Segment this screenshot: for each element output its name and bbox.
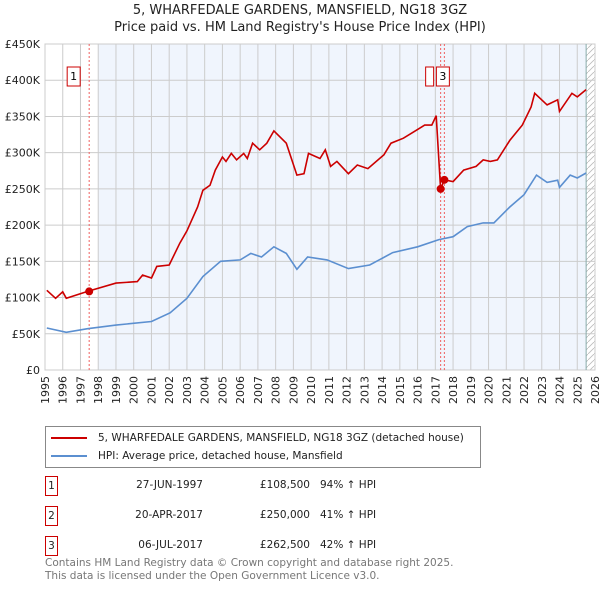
sale-price: £108,500 [259, 479, 310, 491]
sale-point [440, 175, 449, 184]
y-tick-label: £50K [12, 328, 41, 341]
x-tick-label: 2014 [376, 376, 389, 404]
sale-price: £250,000 [259, 509, 310, 521]
x-tick-label: 1998 [92, 376, 105, 404]
sale-label-box [435, 66, 450, 87]
sale-number: 1 [45, 476, 58, 496]
sale-label: 3 [439, 70, 446, 83]
x-tick-label: 1996 [57, 376, 70, 404]
x-tick-label: 2005 [216, 376, 229, 404]
sale-date: 06-JUL-2017 [138, 539, 203, 551]
sale-number: 2 [45, 506, 58, 526]
sale-point [85, 287, 94, 296]
x-tick-label: 2012 [341, 376, 354, 404]
legend-line-red [51, 437, 87, 439]
x-tick-label: 2017 [429, 376, 442, 404]
x-tick-label: 2010 [305, 376, 318, 404]
legend-label: 5, WHARFEDALE GARDENS, MANSFIELD, NG18 3… [98, 432, 464, 444]
x-tick-label: 1997 [74, 376, 87, 404]
legend-item-property: 5, WHARFEDALE GARDENS, MANSFIELD, NG18 3… [51, 430, 464, 446]
y-tick-label: £450K [5, 38, 41, 51]
legend-item-hpi: HPI: Average price, detached house, Mans… [51, 448, 343, 464]
sale-label-box [66, 66, 81, 87]
x-tick-label: 2025 [571, 376, 584, 404]
y-tick-label: £0 [26, 364, 40, 377]
y-tick-label: £200K [5, 219, 41, 232]
x-tick-label: 2013 [358, 376, 371, 404]
x-tick-label: 2023 [536, 376, 549, 404]
x-tick-label: 2008 [270, 376, 283, 404]
y-tick-label: £250K [5, 183, 41, 196]
footer-line: This data is licensed under the Open Gov… [45, 570, 380, 582]
sale-hpi-change: 94% ↑ HPI [320, 479, 377, 491]
plot-area: 1995 1996 1997 1998 1999 2000 2001 2002 2003 2004… [5, 38, 600, 404]
x-tick-label: 2018 [447, 376, 460, 404]
x-tick-label: 2002 [163, 376, 176, 404]
forecast-hatch [586, 44, 595, 370]
chart-subtitle: Price paid vs. HM Land Registry's House … [114, 20, 486, 35]
sale-point [436, 184, 445, 193]
x-tick-label: 2001 [145, 376, 158, 404]
x-tick-label: 2024 [554, 376, 567, 404]
shaded-region [98, 44, 587, 370]
y-tick-label: £100K [5, 292, 41, 305]
x-tick-label: 2020 [483, 376, 496, 404]
x-tick-label: 2006 [234, 376, 247, 404]
x-tick-label: 2019 [465, 376, 478, 404]
sale-date: 27-JUN-1997 [136, 479, 203, 491]
sale-row: 3 06-JUL-2017 £262,500 42% ↑ HPI [45, 536, 445, 556]
footer: Contains HM Land Registry data © Crown c… [45, 557, 453, 583]
x-tick-label: 2007 [252, 376, 265, 404]
x-tick-label: 2021 [500, 376, 513, 404]
sale-row: 2 20-APR-2017 £250,000 41% ↑ HPI [45, 506, 445, 526]
legend-label: HPI: Average price, detached house, Mans… [98, 450, 343, 462]
series-line [46, 88, 587, 300]
y-tick-label: £350K [5, 110, 41, 123]
sale-label-box [425, 66, 435, 87]
y-tick-label: £400K [5, 74, 41, 87]
sale-row: 1 27-JUN-1997 £108,500 94% ↑ HPI [45, 476, 445, 496]
x-tick-label: 2011 [323, 376, 336, 404]
sale-number: 3 [45, 536, 58, 556]
x-tick-label: 2022 [518, 376, 531, 404]
sale-price: £262,500 [259, 539, 310, 551]
legend-line-blue [51, 455, 87, 457]
y-tick-label: £300K [5, 147, 41, 160]
sale-hpi-change: 42% ↑ HPI [320, 539, 377, 551]
sale-hpi-change: 41% ↑ HPI [320, 509, 377, 521]
sale-date: 20-APR-2017 [135, 509, 203, 521]
x-tick-label: 2016 [412, 376, 425, 404]
x-tick-label: 2015 [394, 376, 407, 404]
x-tick-label: 2009 [287, 376, 300, 404]
x-tick-label: 2004 [199, 376, 212, 404]
x-tick-label: 2000 [128, 376, 141, 404]
x-tick-label: 2003 [181, 376, 194, 404]
plot-frame [44, 43, 596, 371]
footer-line: Contains HM Land Registry data © Crown c… [45, 557, 454, 569]
series-line [46, 172, 587, 334]
x-tick-label: 2026 [589, 376, 600, 404]
chart-title: 5, WHARFEDALE GARDENS, MANSFIELD, NG18 3… [132, 3, 468, 18]
x-tick-label: 1995 [39, 376, 52, 404]
y-tick-label: £150K [5, 255, 41, 268]
sale-label: 1 [70, 70, 77, 83]
x-tick-label: 1999 [110, 376, 123, 404]
legend: 5, WHARFEDALE GARDENS, MANSFIELD, NG18 3… [45, 426, 481, 468]
